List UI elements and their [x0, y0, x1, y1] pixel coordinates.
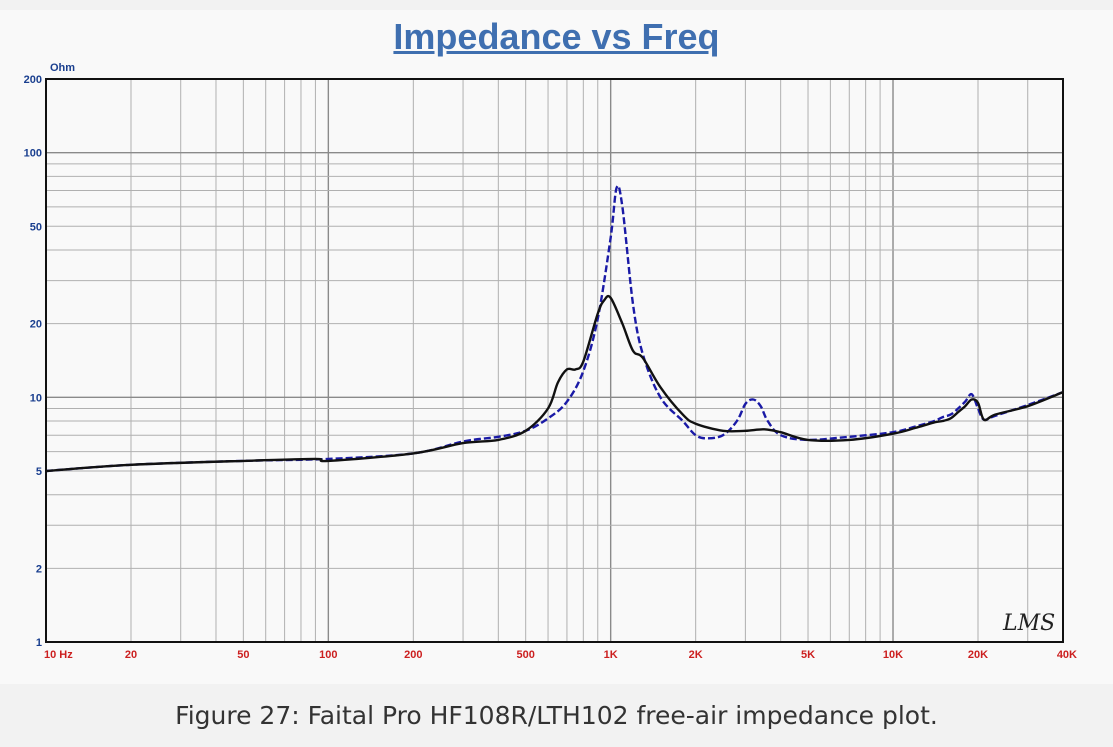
tick-labels: 200 100 50 20 10 5 2 110 Hz 20 50 100 200 500 1K 2K 5K 1… — [24, 74, 1077, 661]
y-tick-label: 200 — [24, 74, 42, 86]
series-line-2 — [45, 294, 1064, 473]
plot-panel: 200 100 50 20 10 5 2 1 10 Hz 20 50 100 200 500 1K 2K 5K 1… — [0, 10, 1113, 684]
y-unit-label: Ohm — [50, 62, 75, 74]
x-tick-label: 5K — [801, 649, 815, 661]
y-tick-label: 50 — [30, 221, 42, 233]
series-lines — [45, 184, 1064, 473]
x-tick-label: 500 — [517, 649, 535, 661]
x-tick-label: 1K — [604, 649, 618, 661]
x-tick-label: 200 — [404, 649, 422, 661]
plot-frame — [45, 78, 1064, 643]
x-tick-label: 100 — [319, 649, 337, 661]
y-tick-label: 100 — [24, 148, 42, 160]
chart-title[interactable]: Impedance vs Freq — [393, 16, 720, 57]
grid — [45, 78, 1064, 643]
series-line-1 — [45, 184, 1064, 473]
y-tick-label: 5 — [36, 466, 42, 478]
x-tick-label: 2K — [689, 649, 703, 661]
impedance-chart: 200 100 50 20 10 5 2 110 Hz 20 50 100 200 500 1K 2K 5K 1… — [24, 62, 1077, 661]
x-tick-label: 40K — [1057, 649, 1077, 661]
y-tick-label: 20 — [30, 319, 42, 331]
y-tick-label: 2 — [36, 563, 42, 575]
figure-caption: Figure 27: Faital Pro HF108R/LTH102 free… — [0, 684, 1113, 747]
y-tick-label: 1 — [36, 637, 42, 649]
x-tick-label: 20 — [125, 649, 137, 661]
x-tick-label: 20K — [968, 649, 988, 661]
x-tick-label: 10 Hz — [44, 649, 73, 661]
x-tick-label: 50 — [237, 649, 249, 661]
x-tick-label: 10K — [883, 649, 903, 661]
y-tick-label: 10 — [30, 392, 42, 404]
lms-watermark: LMS — [1002, 611, 1055, 636]
